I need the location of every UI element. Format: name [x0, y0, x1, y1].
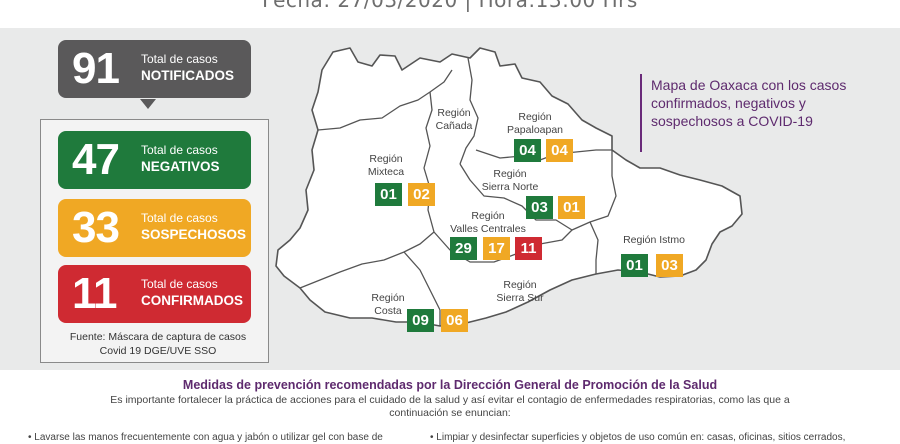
caption-divider: [640, 74, 642, 152]
papaloapan-negativos-badge: 04: [514, 139, 541, 162]
region-canada-line2: Cañada: [435, 120, 473, 132]
sospechosos-label-top: Total de casos: [141, 211, 218, 225]
notificados-value: 91: [72, 44, 120, 93]
region-sierrasur-line1: Región: [503, 279, 537, 291]
costa-negativos-badge: 09: [407, 309, 434, 332]
prevention-bullet-left: • Lavarse las manos frecuentemente con a…: [28, 432, 383, 443]
mixteca-sospechosos-badge: 02: [408, 183, 435, 206]
notch-pointer: [140, 99, 156, 109]
border-sierranorte-valles: [459, 150, 617, 231]
border-mixteca-valles: [423, 91, 435, 233]
prevention-title: Medidas de prevención recomendadas por l…: [182, 378, 718, 392]
costa-sospechosos-badge: 06: [441, 309, 468, 332]
border-mixteca-costa: [299, 231, 435, 289]
region-papaloapan-line2: Papaloapan: [506, 124, 564, 136]
stat-negativos: 47 Total de casos NEGATIVOS: [58, 131, 251, 189]
region-costa-line2: Costa: [374, 305, 402, 317]
istmo-negativos-badge: 01: [621, 254, 648, 277]
region-valles-line1: Región: [471, 210, 505, 222]
confirmados-label-bottom: CONFIRMADOS: [141, 293, 243, 308]
region-sierrasur-line2: Sierra Sur: [496, 292, 544, 304]
border-canada-papaloapan: [459, 57, 479, 165]
region-canada-line1: Región: [437, 107, 471, 119]
region-istmo-label: Región Istmo: [623, 234, 685, 246]
sierranorte-sospechosos-badge: 01: [558, 196, 585, 219]
region-valles-label: Región Valles Centrales: [440, 210, 536, 236]
report-date: Fecha: 27/03/2020 | Hora:13:00 Hrs: [262, 0, 638, 12]
region-canada-label: Región Cañada: [424, 107, 484, 133]
sospechosos-value: 33: [72, 203, 120, 252]
region-sierranorte-label: Región Sierra Norte: [474, 168, 546, 194]
stat-confirmados: 11 Total de casos CONFIRMADOS: [58, 265, 251, 323]
sospechosos-label-bottom: SOSPECHOSOS: [141, 227, 247, 242]
region-costa-label: Región Costa: [360, 292, 416, 318]
valles-negativos-badge: 29: [450, 237, 477, 260]
valles-sospechosos-badge: 17: [483, 237, 510, 260]
region-costa-line1: Región: [371, 292, 405, 304]
negativos-value: 47: [72, 135, 120, 184]
istmo-sospechosos-badge: 03: [656, 254, 683, 277]
region-mixteca-line2: Mixteca: [367, 166, 405, 178]
header: Fecha: 27/03/2020 | Hora:13:00 Hrs: [0, 0, 900, 28]
region-papaloapan-label: Región Papaloapan: [500, 111, 570, 137]
region-mixteca-line1: Región: [369, 153, 403, 165]
notificados-label-top: Total de casos: [141, 52, 218, 66]
region-valles-line2: Valles Centrales: [450, 223, 526, 235]
negativos-label-top: Total de casos: [141, 143, 218, 157]
region-sierranorte-line1: Región: [493, 168, 527, 180]
border-mixteca-canada: [317, 69, 453, 131]
negativos-label-bottom: NEGATIVOS: [141, 159, 220, 174]
stat-sospechosos: 33 Total de casos SOSPECHOSOS: [58, 199, 251, 257]
data-source: Fuente: Máscara de captura de casos Covi…: [69, 331, 247, 357]
map-caption: Mapa de Oaxaca con los casos confirmados…: [651, 77, 847, 129]
border-costa-sierrasur: [403, 251, 441, 326]
border-valles-istmo: [589, 221, 599, 274]
region-mixteca-label: Región Mixteca: [356, 153, 416, 179]
valles-confirmados-badge: 11: [515, 237, 542, 260]
region-sierranorte-line2: Sierra Norte: [481, 181, 539, 193]
stat-notificados: 91 Total de casos NOTIFICADOS: [58, 40, 251, 98]
region-papaloapan-line1: Región: [518, 111, 552, 123]
notificados-label-bottom: NOTIFICADOS: [141, 68, 234, 83]
mixteca-negativos-badge: 01: [375, 183, 402, 206]
prevention-bullet-right: • Limpiar y desinfectar superficies y ob…: [430, 432, 846, 443]
region-sierrasur-label: Región Sierra Sur: [488, 279, 552, 305]
prevention-subtitle: Es importante fortalecer la práctica de …: [110, 394, 790, 419]
confirmados-label-top: Total de casos: [141, 277, 218, 291]
sierranorte-negativos-badge: 03: [526, 196, 553, 219]
papaloapan-sospechosos-badge: 04: [546, 139, 573, 162]
confirmados-value: 11: [72, 269, 118, 318]
